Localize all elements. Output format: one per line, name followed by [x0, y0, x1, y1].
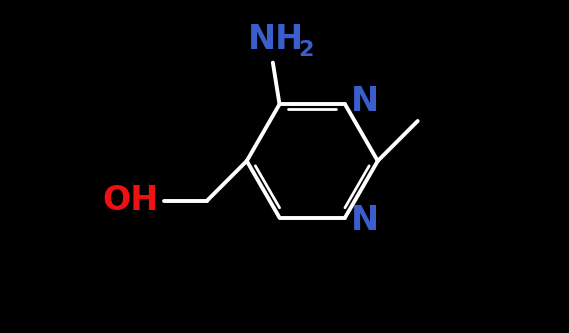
- Text: N: N: [351, 85, 379, 118]
- Text: 2: 2: [298, 40, 313, 60]
- Text: N: N: [351, 204, 379, 237]
- Text: OH: OH: [102, 184, 159, 217]
- Text: NH: NH: [248, 23, 304, 56]
